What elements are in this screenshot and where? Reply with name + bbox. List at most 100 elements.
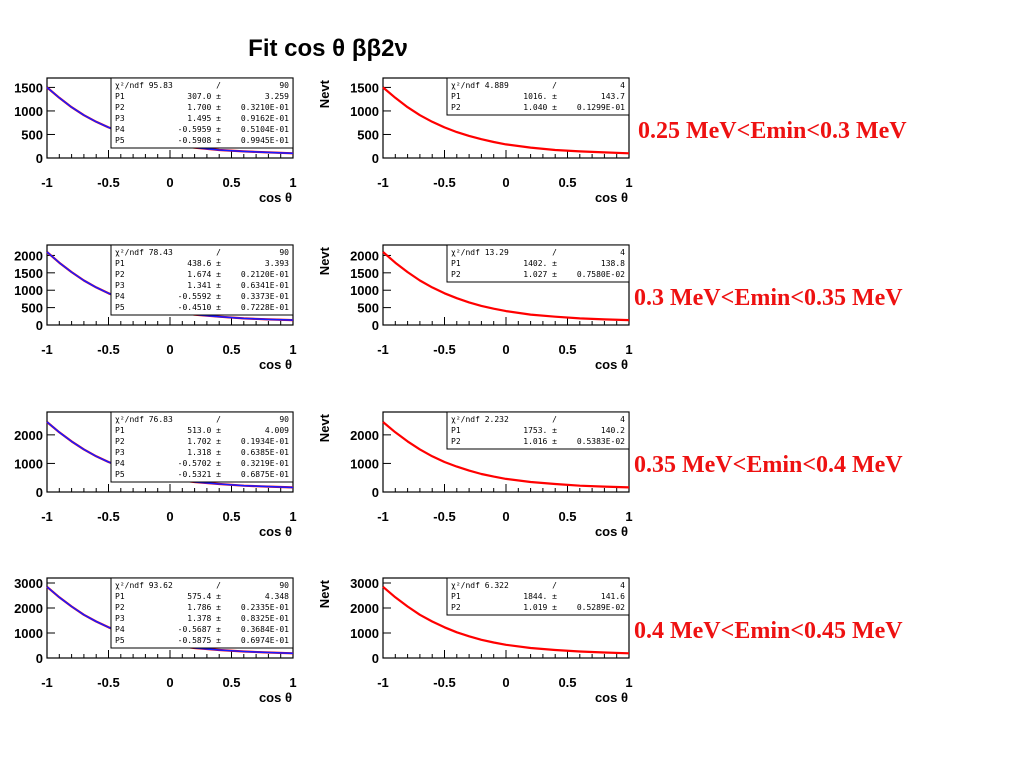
y-tick-label: 0	[36, 485, 43, 500]
x-tick-label: 1	[289, 509, 296, 524]
x-tick-label: -1	[41, 509, 53, 524]
stats-error: 0.2120E-01	[241, 270, 289, 279]
x-tick-label: -0.5	[433, 175, 455, 190]
stats-value: /	[216, 415, 221, 424]
y-tick-label: 1000	[14, 456, 43, 471]
stats-value: -0.5702 ±	[178, 459, 222, 468]
stats-box-frame	[446, 411, 630, 450]
x-tick-label: 0.5	[558, 175, 576, 190]
x-tick-label: 1	[625, 509, 632, 524]
stats-name: P2	[115, 103, 125, 112]
stats-error: 0.7580E-02	[577, 270, 625, 279]
stats-name: χ²/ndf 6.322	[451, 581, 509, 590]
y-tick-label: 1000	[350, 283, 379, 298]
stats-value: 1402. ±	[523, 259, 557, 268]
fit-stats-box: χ²/ndf 4.889 / 4 P1 1016. ± 143.7 P2 1.040 ± 0.1…	[446, 77, 630, 116]
stats-error: 0.6385E-01	[241, 448, 289, 457]
stats-error: 0.6974E-01	[241, 636, 289, 645]
stats-error: 138.8	[601, 259, 625, 268]
stats-name: χ²/ndf 76.83	[115, 415, 173, 424]
stats-value: /	[552, 81, 557, 90]
stats-value: 1.318 ±	[187, 448, 221, 457]
stats-error: 0.3210E-01	[241, 103, 289, 112]
stats-name: P4	[115, 625, 125, 634]
x-tick-label: 1	[289, 175, 296, 190]
y-tick-label: 2000	[350, 428, 379, 443]
x-axis-label: cos θ	[595, 190, 628, 205]
stats-value: -0.5592 ±	[178, 292, 222, 301]
stats-name: P2	[115, 437, 125, 446]
y-tick-label: 0	[36, 318, 43, 333]
energy-range-label: 0.25 MeV<Emin<0.3 MeV	[638, 118, 907, 144]
stats-value: /	[216, 248, 221, 257]
stats-box-frame	[110, 411, 294, 483]
stats-error: 0.3373E-01	[241, 292, 289, 301]
stats-value: 1.027 ±	[523, 270, 557, 279]
stats-name: χ²/ndf 78.43	[115, 248, 173, 257]
fit-stats-box: χ²/ndf 93.62 / 90 P1 575.4 ± 4.348 P2 1.786 ± 0.…	[110, 577, 294, 649]
stats-error: 0.6875E-01	[241, 470, 289, 479]
stats-value: /	[216, 581, 221, 590]
x-tick-label: -0.5	[97, 509, 119, 524]
stats-value: 1753. ±	[523, 426, 557, 435]
fit-panel-right: -1 -0.5 0 0.5 1 0 500 1000 1500 cos θ Nevt χ²/ndf 4…	[317, 77, 633, 205]
stats-error: 141.6	[601, 592, 625, 601]
energy-range-label: 0.4 MeV<Emin<0.45 MeV	[634, 618, 903, 644]
stats-error: 0.2335E-01	[241, 603, 289, 612]
stats-error: 4	[620, 581, 625, 590]
x-tick-label: 1	[625, 175, 632, 190]
stats-name: χ²/ndf 13.29	[451, 248, 509, 257]
stats-error: 4	[620, 81, 625, 90]
y-axis-label: Nevt	[317, 79, 332, 108]
stats-value: -0.5959 ±	[178, 125, 222, 134]
x-tick-label: 1	[625, 342, 632, 357]
x-tick-label: 0	[166, 342, 173, 357]
x-tick-label: -0.5	[97, 175, 119, 190]
stats-error: 0.6341E-01	[241, 281, 289, 290]
stats-name: P2	[451, 270, 461, 279]
stats-name: P1	[115, 259, 125, 268]
stats-error: 0.1299E-01	[577, 103, 625, 112]
x-tick-label: -0.5	[433, 509, 455, 524]
x-tick-label: -1	[41, 342, 53, 357]
y-tick-label: 0	[372, 485, 379, 500]
stats-error: 0.5104E-01	[241, 125, 289, 134]
fit-stats-box: χ²/ndf 13.29 / 4 P1 1402. ± 138.8 P2 1.027 ± 0.7…	[446, 244, 630, 283]
stats-name: P5	[115, 303, 125, 312]
y-axis-label: Nevt	[317, 246, 332, 275]
y-tick-label: 3000	[14, 576, 43, 591]
fit-panel-right: -1 -0.5 0 0.5 1 0 1000 2000 3000 cos θ Nevt χ²/ndf …	[317, 576, 633, 705]
y-tick-label: 1000	[14, 104, 43, 119]
x-axis-label: cos θ	[259, 524, 292, 539]
stats-value: -0.5908 ±	[178, 136, 222, 145]
stats-value: 1.016 ±	[523, 437, 557, 446]
stats-name: χ²/ndf 93.62	[115, 581, 173, 590]
x-axis-label: cos θ	[595, 357, 628, 372]
x-tick-label: -0.5	[433, 342, 455, 357]
x-axis-label: cos θ	[259, 190, 292, 205]
y-axis-label: Nevt	[317, 413, 332, 442]
stats-error: 90	[279, 415, 289, 424]
y-tick-label: 0	[372, 318, 379, 333]
stats-box-frame	[110, 244, 294, 316]
x-axis-label: cos θ	[595, 524, 628, 539]
stats-value: 1.040 ±	[523, 103, 557, 112]
stats-name: P1	[451, 592, 461, 601]
y-tick-label: 2000	[350, 601, 379, 616]
y-tick-label: 1000	[350, 104, 379, 119]
stats-value: 513.0 ±	[187, 426, 221, 435]
stats-error: 0.7228E-01	[241, 303, 289, 312]
y-tick-label: 500	[21, 127, 43, 142]
stats-box-frame	[446, 77, 630, 116]
stats-value: 1.341 ±	[187, 281, 221, 290]
y-tick-label: 0	[36, 651, 43, 666]
figure-title: Fit cos θ ββ2ν	[248, 35, 408, 62]
x-tick-label: -0.5	[97, 675, 119, 690]
stats-name: P4	[115, 292, 125, 301]
fit-stats-box: χ²/ndf 78.43 / 90 P1 438.6 ± 3.393 P2 1.674 ± 0.…	[110, 244, 294, 316]
stats-name: P3	[115, 114, 125, 123]
stats-name: P1	[115, 592, 125, 601]
fit-panel-left: -1 -0.5 0 0.5 1 0 1000 2000 3000 cos θ χ²/ndf 93.6…	[14, 576, 297, 705]
